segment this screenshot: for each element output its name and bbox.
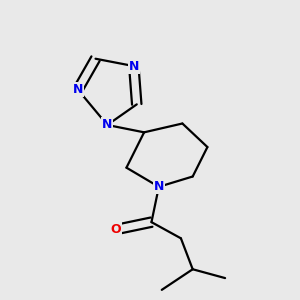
Text: N: N xyxy=(129,60,139,73)
Text: N: N xyxy=(154,180,164,193)
Text: N: N xyxy=(73,83,83,96)
Text: O: O xyxy=(111,223,122,236)
Text: N: N xyxy=(102,118,112,131)
